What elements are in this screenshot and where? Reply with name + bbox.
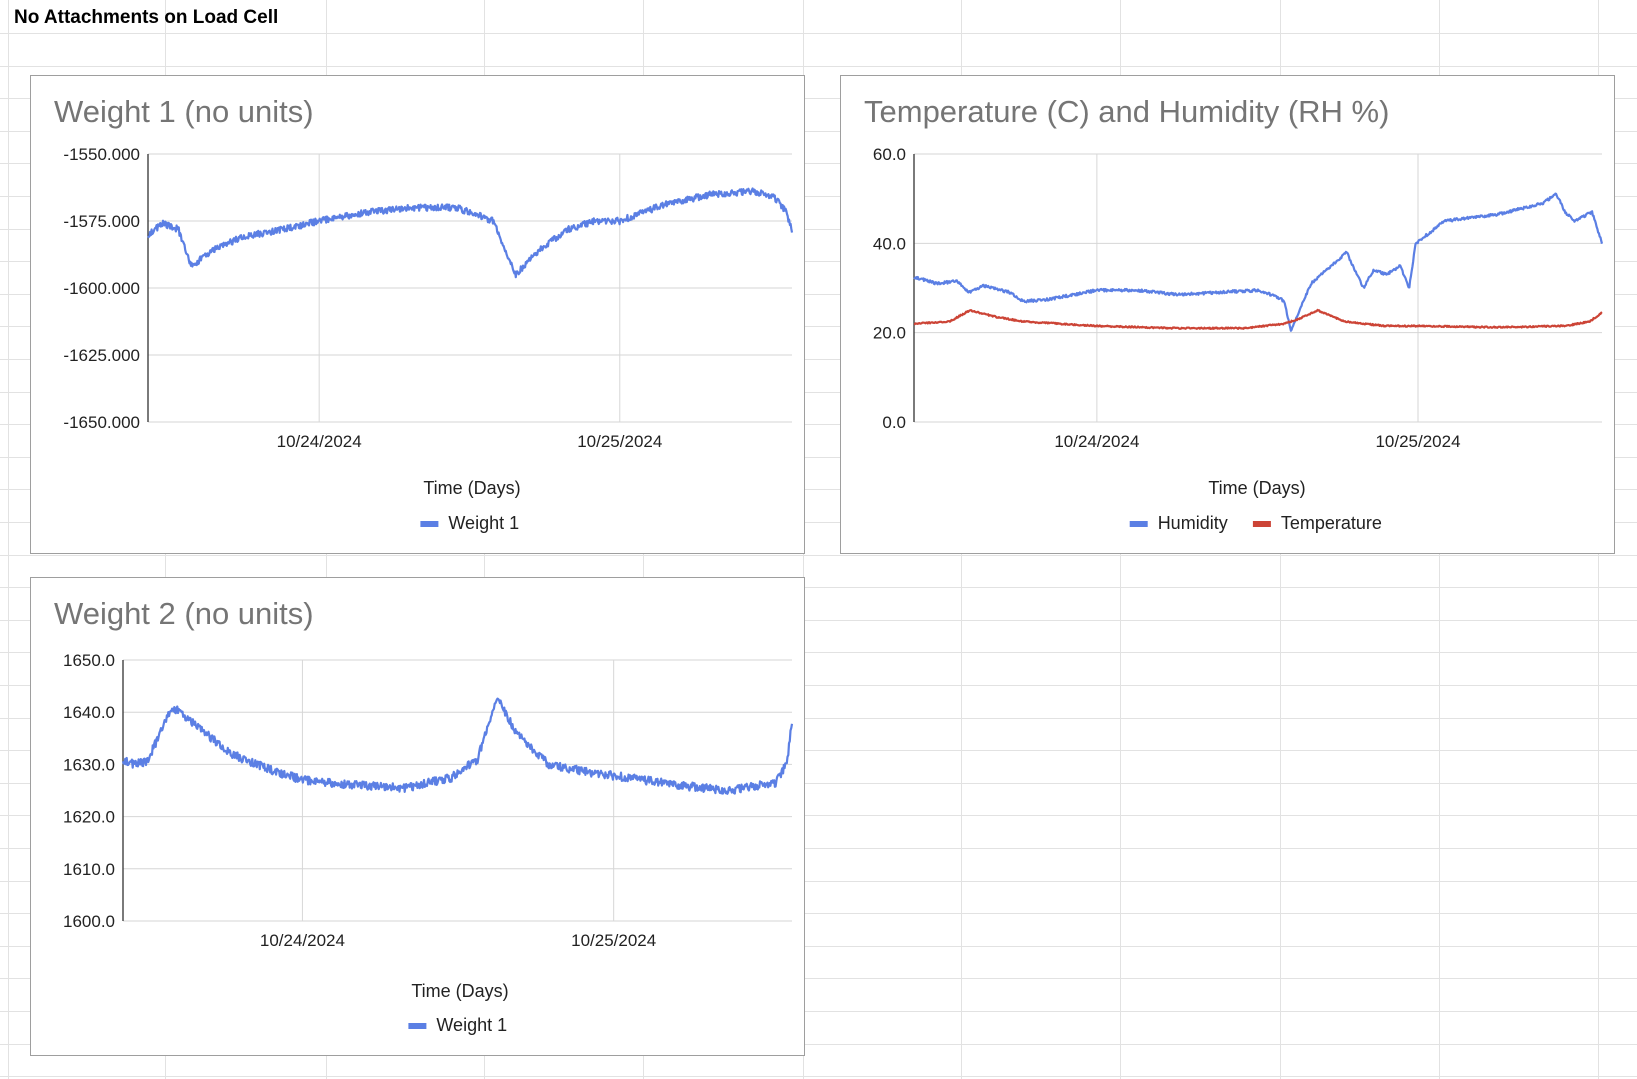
- weight1-x-tick-label: 10/24/2024: [277, 432, 362, 451]
- weight1-y-tick-label: -1550.000: [63, 145, 140, 164]
- weight1-chart[interactable]: Weight 1 (no units) -1550.000 -1575.000 -16…: [30, 75, 805, 554]
- sheet-title-cell[interactable]: No Attachments on Load Cell: [14, 7, 279, 28]
- weight2-y-tick-label: 1630.0: [63, 755, 115, 774]
- weight2-y-tick-label: 1620.0: [63, 808, 115, 827]
- weight1-chart-canvas: Weight 1 (no units) -1550.000 -1575.000 -16…: [54, 94, 794, 533]
- weight2-x-axis-title: Time (Days): [411, 981, 508, 1001]
- weight2-chart-canvas: Weight 2 (no units) 1650.0 1640.0 1630.0 162…: [54, 596, 794, 1035]
- weight2-legend-label[interactable]: Weight 1: [436, 1015, 507, 1035]
- temphum-series-line-humidity[interactable]: [913, 192, 1604, 332]
- weight2-y-tick-label: 1640.0: [63, 703, 115, 722]
- temphum-y-tick-label: 20.0: [873, 324, 906, 343]
- weight1-x-axis-title: Time (Days): [423, 478, 520, 498]
- weight1-legend-label[interactable]: Weight 1: [448, 513, 519, 533]
- weight2-y-tick-label: 1610.0: [63, 860, 115, 879]
- temphum-x-tick-label: 10/25/2024: [1375, 432, 1460, 451]
- temphum-series-line-temperature[interactable]: [913, 308, 1603, 330]
- weight2-y-tick-label: 1600.0: [63, 912, 115, 931]
- temphum-y-tick-label: 0.0: [882, 413, 906, 432]
- weight2-x-tick-label: 10/25/2024: [571, 931, 656, 950]
- weight1-legend-swatch: [420, 521, 439, 527]
- weight1-y-tick-label: -1575.000: [63, 212, 140, 231]
- weight1-y-tick-label: -1625.000: [63, 346, 140, 365]
- temphum-legend-label[interactable]: Temperature: [1281, 513, 1382, 533]
- temphum-x-tick-label: 10/24/2024: [1054, 432, 1139, 451]
- temperature-humidity-chart[interactable]: Temperature (C) and Humidity (RH %) 60.0 4…: [840, 75, 1615, 554]
- weight1-y-tick-label: -1650.000: [63, 413, 140, 432]
- temphum-legend-swatch: [1129, 521, 1148, 527]
- weight1-y-tick-label: -1600.000: [63, 279, 140, 298]
- temphum-y-tick-label: 40.0: [873, 234, 906, 253]
- weight1-chart-title: Weight 1 (no units): [54, 94, 314, 129]
- temphum-y-tick-label: 60.0: [873, 145, 906, 164]
- temphum-legend-swatch: [1252, 521, 1271, 527]
- weight2-chart[interactable]: Weight 2 (no units) 1650.0 1640.0 1630.0 162…: [30, 577, 805, 1056]
- temphum-chart-title: Temperature (C) and Humidity (RH %): [864, 94, 1389, 129]
- weight1-x-tick-label: 10/25/2024: [577, 432, 662, 451]
- weight2-y-tick-label: 1650.0: [63, 651, 115, 670]
- temphum-x-axis-title: Time (Days): [1208, 478, 1305, 498]
- weight1-series-line-weight-1[interactable]: [147, 187, 794, 279]
- temphum-legend-label[interactable]: Humidity: [1158, 513, 1228, 533]
- weight2-series-line-weight-1[interactable]: [121, 697, 794, 795]
- weight2-legend-swatch: [408, 1023, 427, 1029]
- weight2-chart-title: Weight 2 (no units): [54, 596, 314, 631]
- temperature-humidity-chart-canvas: Temperature (C) and Humidity (RH %) 60.0 4…: [864, 94, 1604, 533]
- weight2-x-tick-label: 10/24/2024: [260, 931, 345, 950]
